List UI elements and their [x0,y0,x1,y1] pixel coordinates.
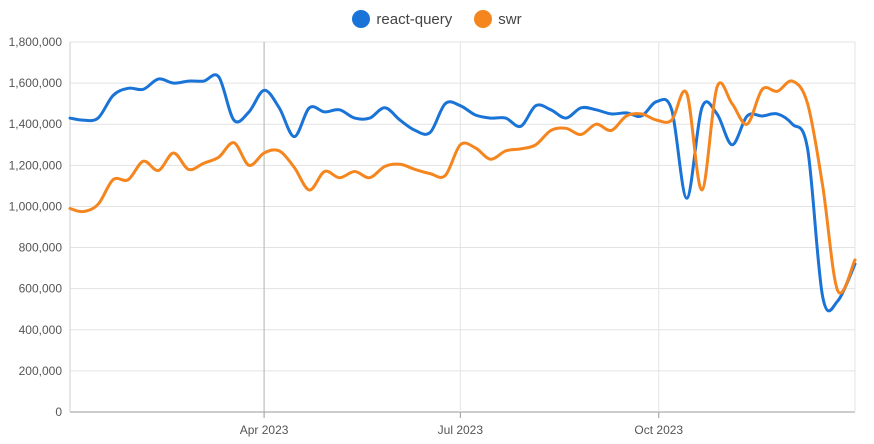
y-tick-label: 0 [55,405,62,419]
legend-label: swr [498,10,522,28]
y-tick-label: 1,200,000 [9,158,63,172]
y-tick-label: 600,000 [19,282,63,296]
y-tick-label: 400,000 [19,323,63,337]
y-tick-label: 200,000 [19,364,63,378]
y-tick-label: 1,600,000 [9,76,63,90]
legend-item-react-query[interactable]: react-query [352,10,452,28]
x-tick-label: Jul 2023 [438,423,484,437]
y-tick-label: 800,000 [19,241,63,255]
series-line-react-query [68,73,857,313]
legend-item-swr[interactable]: swr [474,10,522,28]
x-tick-label: Apr 2023 [240,423,289,437]
legend-label: react-query [376,10,453,28]
series-line-swr [68,79,857,295]
y-tick-label: 1,000,000 [9,199,63,213]
x-tick-label: Oct 2023 [634,423,683,437]
y-tick-label: 1,400,000 [9,117,63,131]
legend-swatch [352,10,371,28]
chart-legend: react-query swr [0,10,874,28]
y-tick-label: 1,800,000 [9,35,63,49]
legend-swatch [474,10,493,28]
